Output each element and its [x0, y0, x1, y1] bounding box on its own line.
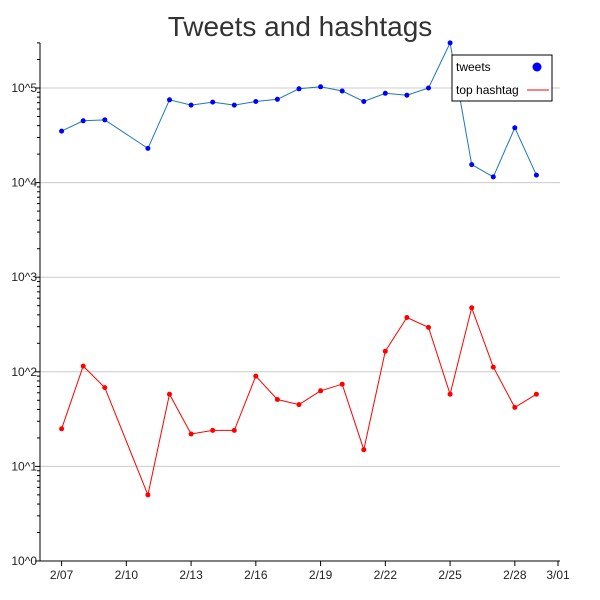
data-point: [231, 102, 237, 108]
data-point: [80, 363, 86, 369]
series-line-1: [61, 306, 537, 497]
data-point: [490, 364, 496, 370]
data-point: [59, 128, 65, 134]
series-line-0: [61, 41, 537, 178]
data-point: [339, 88, 345, 94]
data-point: [512, 125, 518, 131]
data-point: [145, 145, 151, 151]
data-point: [426, 85, 431, 91]
axes: [39, 43, 560, 562]
data-point: [361, 99, 367, 104]
data-point: [188, 431, 194, 437]
x-tick-label: 3/01: [546, 568, 570, 582]
data-point: [167, 97, 172, 103]
grid-lines: [40, 87, 560, 467]
data-point: [188, 102, 194, 108]
data-point: [80, 118, 86, 124]
data-point: [253, 99, 259, 104]
data-point: [447, 391, 453, 397]
data-point: [210, 427, 216, 433]
x-tick-label: 2/22: [374, 568, 398, 582]
data-point: [145, 492, 151, 498]
y-tick-label: 10^0: [11, 554, 37, 568]
y-ticks: 10^0 10^1 10^2 10^3 10^4 10^5: [11, 42, 40, 568]
x-tick-label: 2/13: [179, 568, 203, 582]
y-tick-label: 10^3: [11, 270, 37, 284]
data-point: [490, 174, 496, 180]
data-point: [382, 90, 388, 96]
series-group: [59, 40, 539, 498]
data-point: [296, 402, 302, 408]
data-point: [339, 381, 345, 387]
legend-marker-tweets: [532, 62, 542, 72]
data-point: [447, 40, 453, 46]
data-point: [469, 162, 475, 168]
data-point: [512, 404, 518, 410]
x-tick-label: 2/28: [503, 568, 527, 582]
data-point: [404, 92, 410, 98]
data-point: [318, 388, 324, 394]
y-tick-label: 10^4: [11, 176, 37, 190]
data-point: [210, 99, 216, 105]
y-tick-label: 10^5: [11, 81, 37, 95]
data-point: [231, 427, 237, 433]
data-point: [361, 447, 367, 453]
data-point: [274, 96, 280, 102]
x-ticks: 2/07 2/10 2/13 2/16 2/19 2/22 2/25 2/28 3/01: [50, 561, 570, 582]
x-tick-label: 2/19: [309, 568, 333, 582]
data-point: [533, 391, 539, 397]
data-point: [404, 315, 410, 320]
legend-label-top-hashtag: top hashtag: [456, 83, 519, 97]
data-point: [167, 391, 172, 397]
legend-box: [451, 54, 553, 102]
data-point: [59, 426, 65, 432]
legend[interactable]: tweets top hashtag: [451, 54, 553, 102]
data-point: [533, 172, 539, 178]
data-point: [296, 86, 302, 92]
chart-title: Tweets and hashtags: [168, 11, 433, 42]
data-point: [102, 117, 108, 123]
data-point: [469, 305, 475, 311]
y-tick-label: 10^2: [11, 365, 37, 379]
x-tick-label: 2/07: [50, 568, 74, 582]
data-point: [382, 348, 388, 354]
data-point: [318, 84, 324, 90]
x-tick-label: 2/16: [244, 568, 268, 582]
y-tick-label: 10^1: [11, 459, 37, 473]
legend-label-tweets: tweets: [456, 60, 491, 74]
x-tick-label: 2/10: [115, 568, 139, 582]
x-tick-label: 2/25: [438, 568, 462, 582]
data-point: [253, 373, 259, 379]
data-point: [102, 385, 108, 391]
data-point: [426, 324, 431, 330]
data-point: [274, 397, 280, 402]
